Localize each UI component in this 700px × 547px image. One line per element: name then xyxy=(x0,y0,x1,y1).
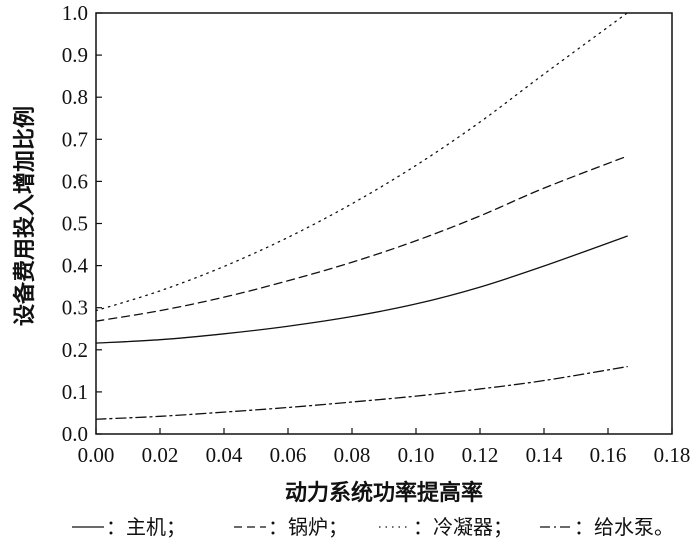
series-line-冷凝器 xyxy=(95,12,628,312)
y-tick-label: 0.1 xyxy=(62,380,88,404)
series-line-主机 xyxy=(95,235,628,344)
plot-area xyxy=(95,12,673,435)
y-tick-label: 0.7 xyxy=(62,127,88,151)
legend-label-给水泵: ：给水泵。 xyxy=(574,515,674,539)
series-layer xyxy=(95,12,628,420)
legend: ：主机； ：锅炉； ：冷凝器； ：给水泵。 xyxy=(72,515,674,539)
series-line-锅炉 xyxy=(95,155,628,322)
x-tick-label: 0.10 xyxy=(398,443,435,467)
y-tick-label: 0.2 xyxy=(62,338,88,362)
x-tick-label: 0.16 xyxy=(590,443,627,467)
x-axis: 0.00 0.02 0.04 0.06 0.08 0.10 0.12 0.14 0.16 0.18 xyxy=(78,428,691,467)
y-tick-label: 0.4 xyxy=(62,254,89,278)
x-tick-label: 0.12 xyxy=(462,443,499,467)
y-tick-label: 0.0 xyxy=(62,422,88,446)
legend-label-冷凝器: ：冷凝器； xyxy=(413,515,513,539)
y-tick-label: 0.6 xyxy=(62,169,88,193)
x-tick-label: 0.02 xyxy=(142,443,179,467)
x-tick-label: 0.18 xyxy=(654,443,691,467)
x-tick-label: 0.04 xyxy=(206,443,243,467)
y-tick-label: 0.3 xyxy=(62,296,88,320)
y-tick-label: 0.9 xyxy=(62,43,88,67)
plot-frame xyxy=(95,12,673,435)
series-line-给水泵 xyxy=(95,365,628,420)
y-axis: 0.0 0.1 0.2 0.3 0.4 0.5 0.6 0.7 0.8 0.9 1.0 xyxy=(62,1,102,446)
x-tick-label: 0.08 xyxy=(334,443,371,467)
y-tick-label: 1.0 xyxy=(62,1,88,25)
x-tick-label: 0.14 xyxy=(526,443,563,467)
y-tick-label: 0.8 xyxy=(62,85,88,109)
x-tick-label: 0.06 xyxy=(270,443,307,467)
x-axis-title: 动力系统功率提高率 xyxy=(285,480,483,506)
x-tick-label: 0.00 xyxy=(78,443,115,467)
y-axis-title: 设备费用投入增加比例 xyxy=(12,106,38,326)
legend-label-锅炉: ：锅炉； xyxy=(268,515,348,539)
legend-label-主机: ：主机； xyxy=(106,515,186,539)
y-tick-label: 0.5 xyxy=(62,212,88,236)
